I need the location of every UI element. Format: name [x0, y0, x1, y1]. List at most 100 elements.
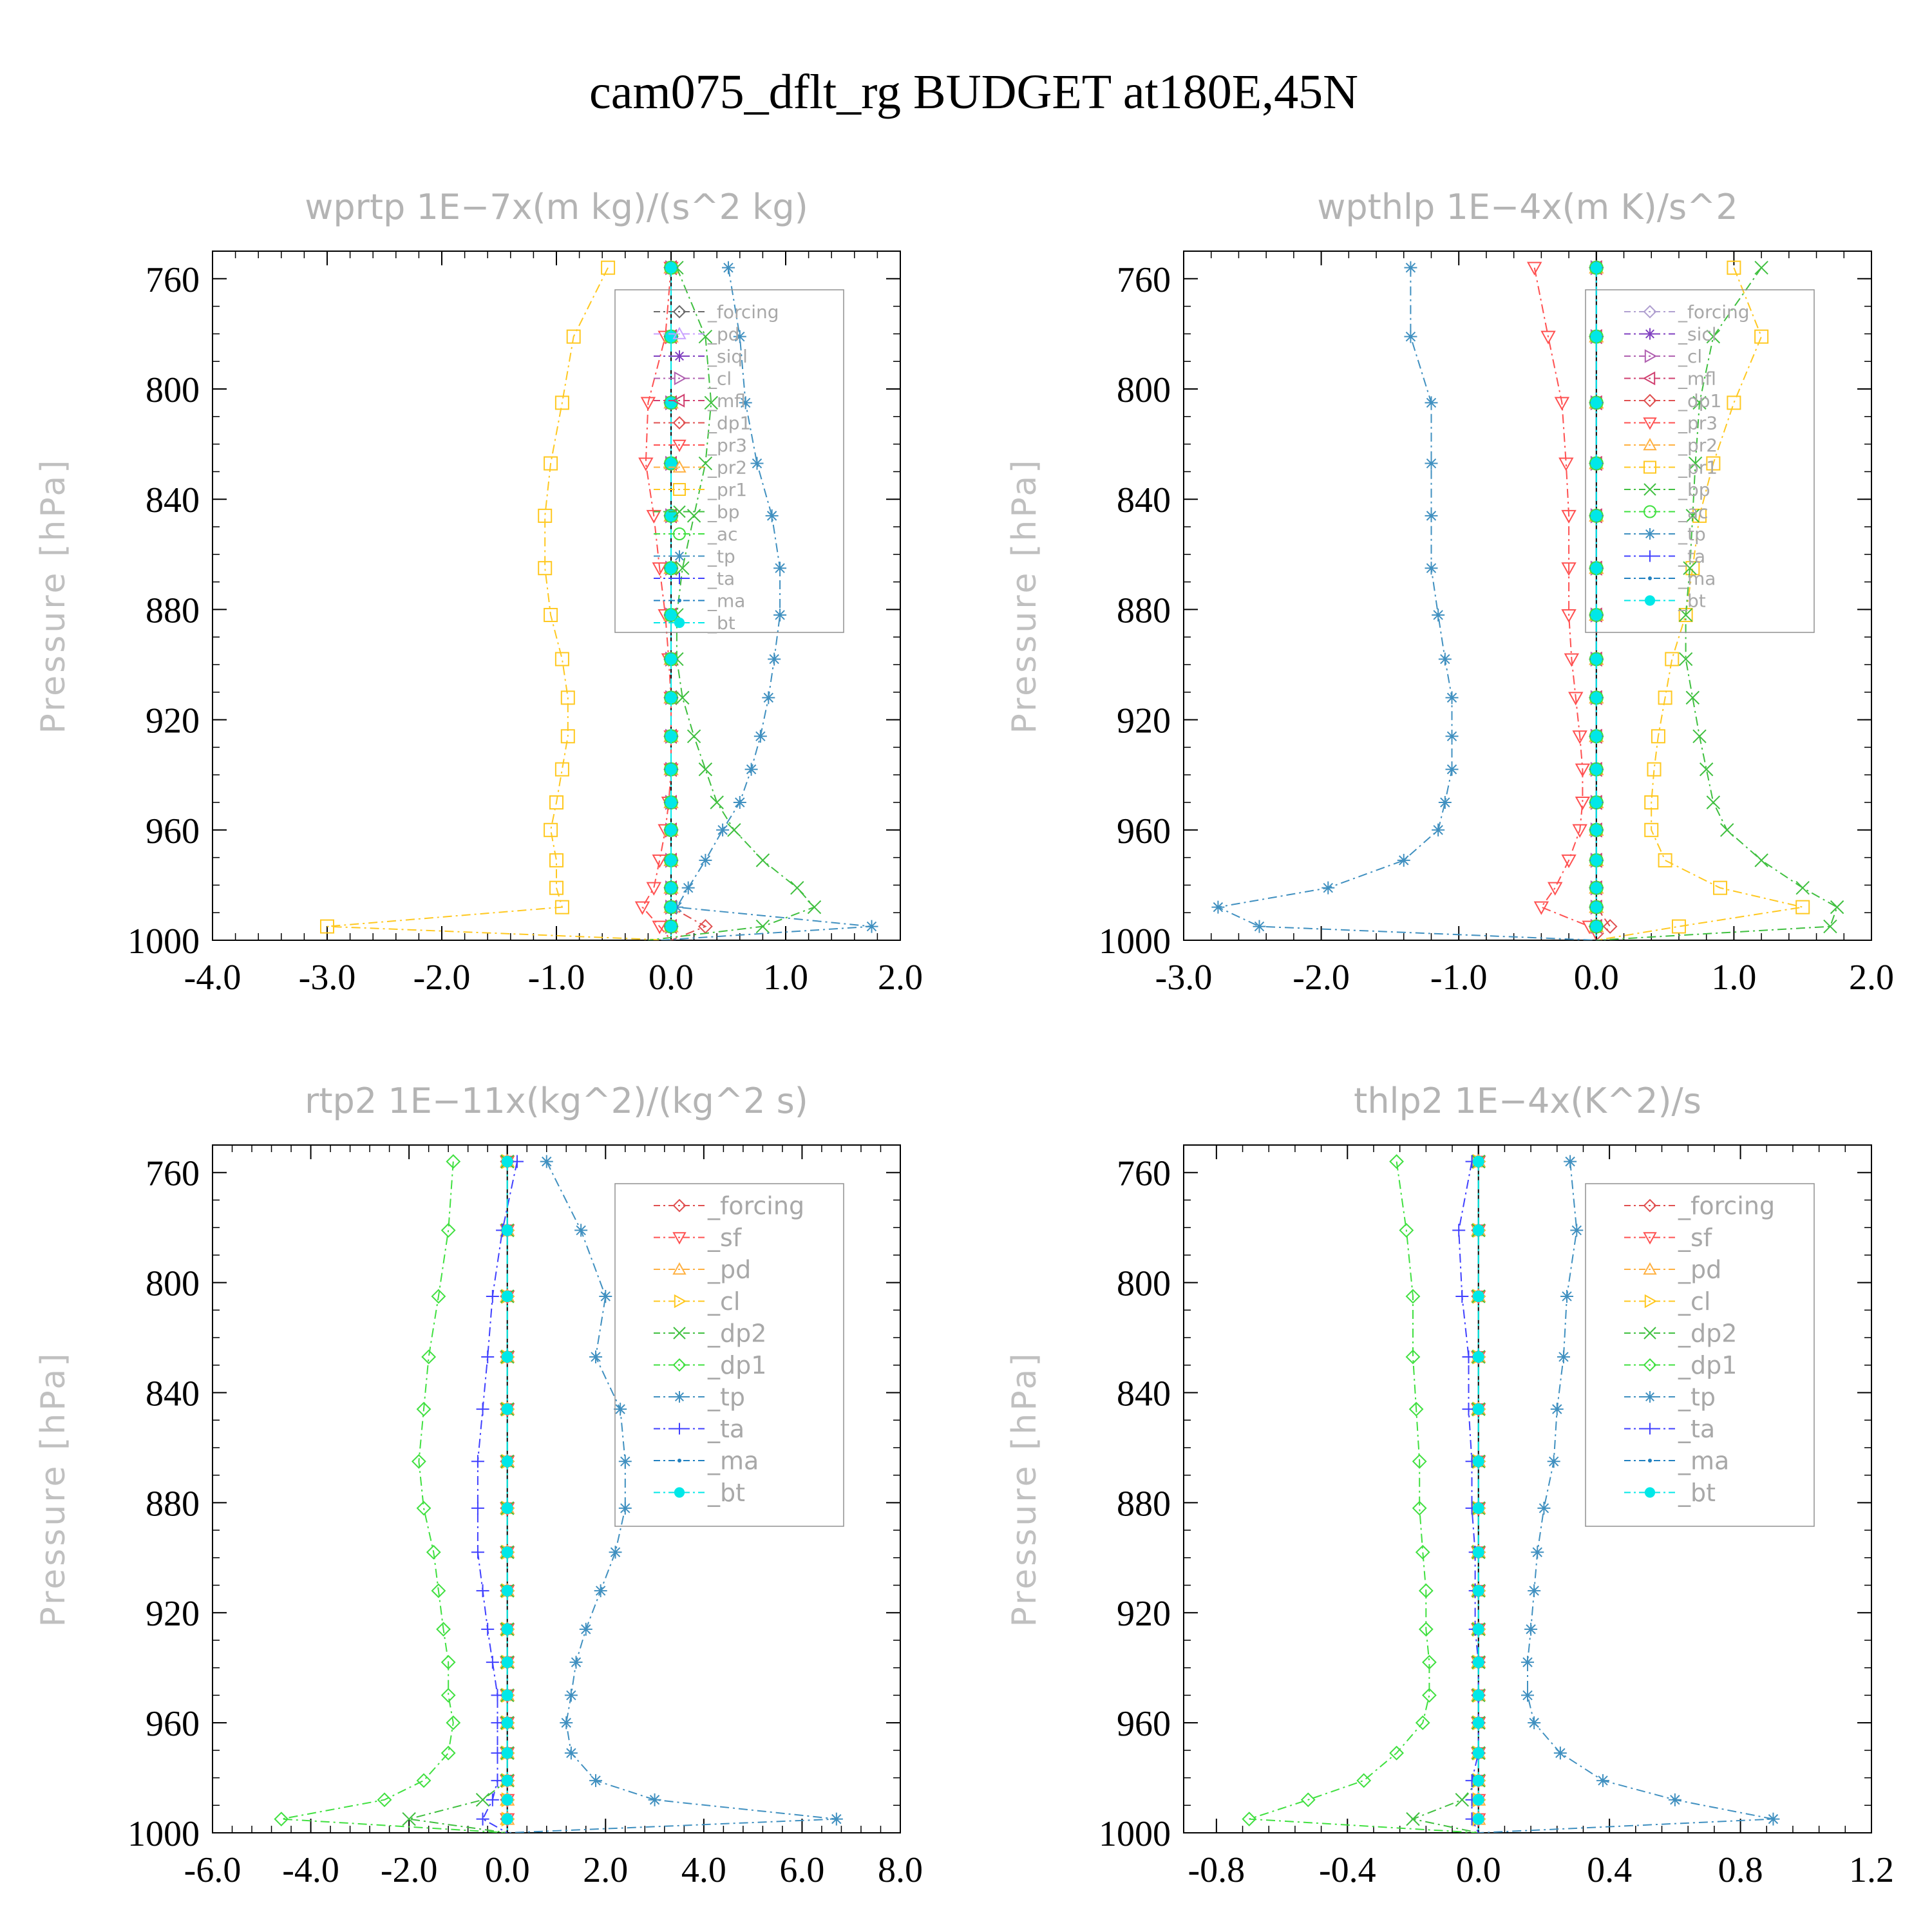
legend-label: _tp — [1678, 1383, 1716, 1411]
data-point — [1570, 1224, 1584, 1237]
series-line — [507, 1161, 837, 1833]
data-point — [1404, 261, 1417, 274]
data-point — [501, 1656, 513, 1669]
data-point — [646, 882, 661, 896]
legend-label: _ta — [1678, 545, 1705, 567]
data-point — [1575, 797, 1591, 811]
legend-marker — [673, 527, 686, 540]
data-point — [440, 1654, 456, 1670]
y-tick-label: 760 — [146, 260, 200, 300]
data-point — [773, 562, 787, 575]
legend-marker — [1648, 1459, 1652, 1463]
data-point — [1720, 823, 1734, 837]
plot-area — [320, 260, 878, 940]
series-line — [477, 1161, 518, 1833]
series-line — [670, 267, 707, 940]
data-point — [1688, 456, 1703, 471]
x-tick-label: -6.0 — [184, 1850, 242, 1890]
legend-label: _ac — [1678, 501, 1709, 522]
y-tick-label: 880 — [1117, 1484, 1171, 1524]
data-point — [1438, 652, 1452, 666]
series-line — [659, 267, 872, 940]
data-point — [865, 920, 878, 933]
data-point — [1399, 1223, 1414, 1238]
data-point — [501, 1403, 513, 1416]
data-point — [652, 920, 667, 934]
data-point — [1683, 561, 1697, 575]
data-point — [1405, 1289, 1421, 1304]
data-point — [665, 397, 677, 409]
legend-label: _ma — [1678, 1446, 1729, 1475]
data-point — [739, 396, 752, 410]
data-point — [1823, 919, 1837, 934]
data-point — [1572, 824, 1587, 838]
data-point — [426, 1544, 441, 1560]
data-point — [1550, 1403, 1564, 1416]
x-tick-label: 0.4 — [1587, 1850, 1632, 1890]
data-point — [1590, 901, 1602, 913]
data-point — [1754, 260, 1768, 275]
data-point — [501, 1546, 513, 1558]
x-tick-label: 0.8 — [1718, 1850, 1763, 1890]
data-point — [1692, 729, 1707, 743]
y-tick-label: 800 — [1117, 370, 1171, 410]
legend-marker — [1643, 1327, 1656, 1340]
legend-label: _sf — [707, 1224, 743, 1252]
legend-label: _dp2 — [707, 1319, 766, 1347]
y-axis-label: Pressure [hPa] — [1005, 1351, 1044, 1627]
panel-title: wpthlp 1E−4x(m K)/s^2 — [1317, 187, 1738, 227]
legend-label: _forcing — [1678, 1191, 1775, 1220]
data-point — [1455, 1793, 1469, 1807]
y-tick-label: 840 — [146, 1374, 200, 1414]
data-point — [1558, 457, 1574, 471]
data-point — [589, 1350, 603, 1363]
data-point — [1590, 653, 1602, 665]
legend-marker — [1643, 393, 1657, 408]
data-point — [471, 1501, 484, 1515]
data-point — [501, 1502, 513, 1514]
data-point — [753, 730, 767, 743]
data-point — [560, 729, 575, 744]
x-tick-label: -0.4 — [1319, 1850, 1376, 1890]
data-point — [431, 1583, 446, 1598]
data-point — [1795, 880, 1810, 895]
series-line — [641, 267, 672, 940]
series_bt — [501, 1155, 513, 1833]
data-point — [755, 919, 770, 934]
legend-marker — [674, 550, 685, 562]
data-point — [665, 457, 677, 469]
data-point — [1356, 1773, 1372, 1788]
data-point — [618, 1455, 632, 1468]
data-point — [1572, 730, 1587, 744]
data-point — [1590, 330, 1602, 343]
legend-marker — [672, 1198, 687, 1213]
data-point — [1590, 261, 1602, 274]
legend-marker — [1643, 1262, 1657, 1275]
data-point — [1408, 1401, 1424, 1417]
series_tp — [507, 1155, 843, 1833]
x-tick-label: 0.0 — [649, 958, 694, 998]
data-point — [594, 1584, 607, 1598]
data-point — [1521, 1689, 1534, 1702]
data-point — [1590, 854, 1602, 866]
x-tick-label: 1.0 — [763, 958, 808, 998]
series-line — [1533, 267, 1597, 940]
data-point — [1528, 1716, 1541, 1730]
x-tick-label: 2.0 — [878, 958, 923, 998]
legend-label: _pd — [707, 323, 740, 345]
data-point — [698, 762, 713, 777]
legend-label: _ac — [707, 524, 738, 545]
data-point — [436, 1622, 451, 1637]
data-point — [1590, 692, 1602, 704]
data-point — [1561, 609, 1577, 623]
x-tick-label: 8.0 — [878, 1850, 923, 1890]
legend-marker — [672, 393, 685, 408]
data-point — [1692, 395, 1707, 410]
plot-area — [1211, 260, 1844, 940]
data-point — [1590, 882, 1602, 894]
data-point — [1445, 730, 1459, 743]
data-point — [377, 1792, 392, 1808]
data-point — [1418, 1622, 1434, 1637]
data-point — [665, 901, 677, 913]
data-point — [1211, 900, 1225, 914]
